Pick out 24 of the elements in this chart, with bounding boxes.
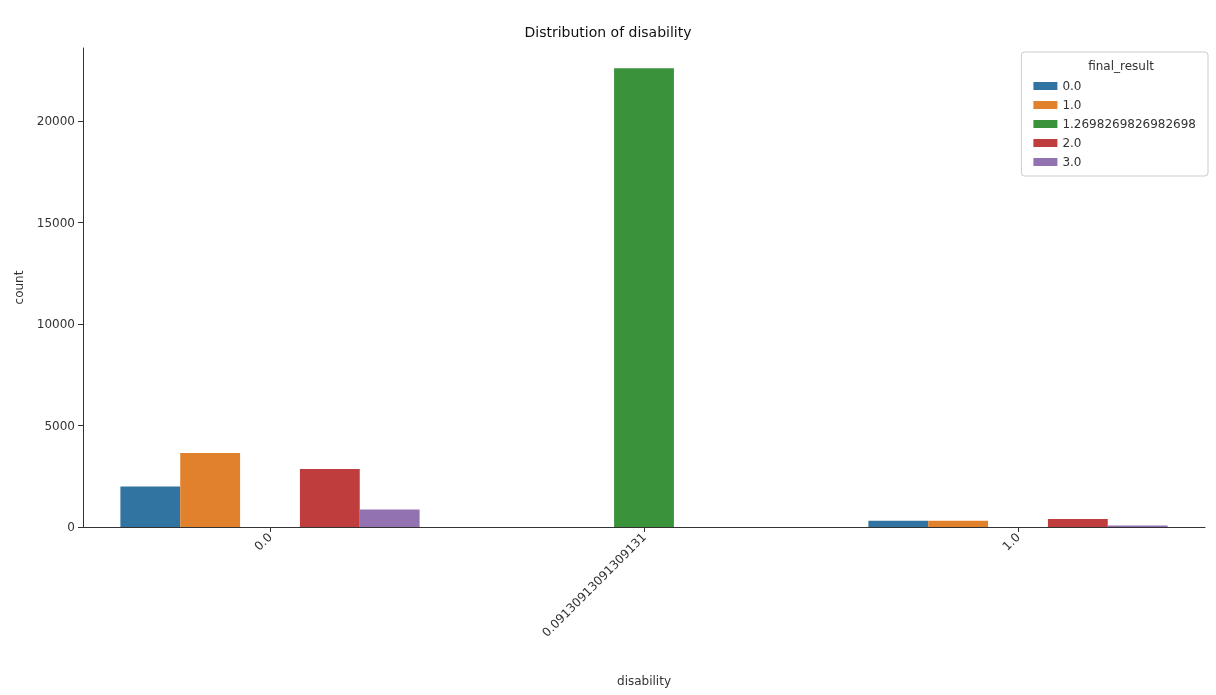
bar <box>614 68 674 527</box>
y-tick-label: 0 <box>67 520 75 534</box>
bar <box>180 452 241 527</box>
y-tick-label: 20000 <box>36 114 75 129</box>
bar <box>299 468 360 527</box>
legend-label: 0.0 <box>1062 79 1082 93</box>
legend-label: 3.0 <box>1062 155 1082 169</box>
y-axis-title: count <box>12 270 26 305</box>
bar <box>868 520 929 527</box>
y-tick-label: 5000 <box>44 418 75 433</box>
y-tick-label: 10000 <box>36 317 75 332</box>
legend-label: 2.0 <box>1062 136 1082 150</box>
chart-title: Distribution of disability <box>524 24 692 40</box>
x-axis-title: disability <box>617 674 671 688</box>
x-tick-label: 0.0 <box>251 530 275 554</box>
legend-label: 1.2698269826982698 <box>1062 117 1196 131</box>
bar <box>928 520 989 527</box>
bar <box>120 486 181 527</box>
x-tick-label: 1.0 <box>999 530 1023 554</box>
legend-label: 1.0 <box>1062 98 1082 112</box>
y-tick-label: 15000 <box>36 215 75 230</box>
legend-title: final_result <box>1088 59 1155 73</box>
bar <box>1047 519 1108 527</box>
bar <box>359 509 420 527</box>
